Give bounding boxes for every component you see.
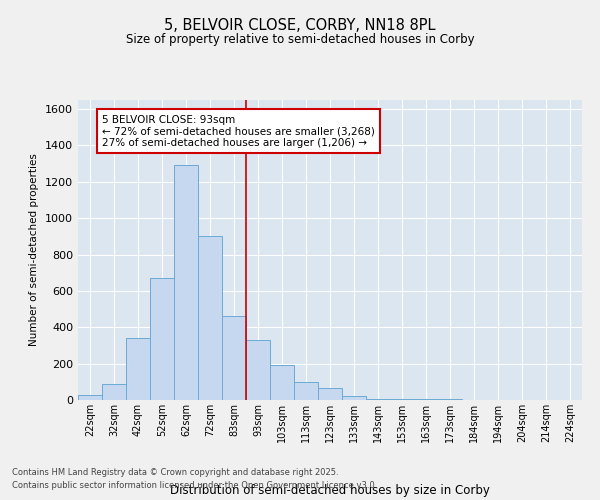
Bar xyxy=(126,338,150,400)
Bar xyxy=(78,396,102,400)
Bar xyxy=(294,382,318,400)
Bar xyxy=(366,399,390,400)
Bar xyxy=(102,384,126,400)
Bar xyxy=(438,399,462,400)
Text: Contains HM Land Registry data © Crown copyright and database right 2025.: Contains HM Land Registry data © Crown c… xyxy=(12,468,338,477)
Bar xyxy=(270,364,294,400)
Bar xyxy=(246,340,270,400)
Bar xyxy=(414,399,438,400)
Text: 5 BELVOIR CLOSE: 93sqm
← 72% of semi-detached houses are smaller (3,268)
27% of : 5 BELVOIR CLOSE: 93sqm ← 72% of semi-det… xyxy=(102,114,375,148)
Text: 5, BELVOIR CLOSE, CORBY, NN18 8PL: 5, BELVOIR CLOSE, CORBY, NN18 8PL xyxy=(164,18,436,32)
Bar xyxy=(342,396,366,400)
Text: Contains public sector information licensed under the Open Government Licence v3: Contains public sector information licen… xyxy=(12,482,377,490)
Bar xyxy=(198,236,222,400)
Bar xyxy=(390,399,414,400)
Bar xyxy=(222,316,246,400)
Y-axis label: Number of semi-detached properties: Number of semi-detached properties xyxy=(29,154,40,346)
Bar xyxy=(174,166,198,400)
X-axis label: Distribution of semi-detached houses by size in Corby: Distribution of semi-detached houses by … xyxy=(170,484,490,497)
Bar xyxy=(318,388,342,400)
Text: Size of property relative to semi-detached houses in Corby: Size of property relative to semi-detach… xyxy=(125,32,475,46)
Bar xyxy=(150,278,174,400)
